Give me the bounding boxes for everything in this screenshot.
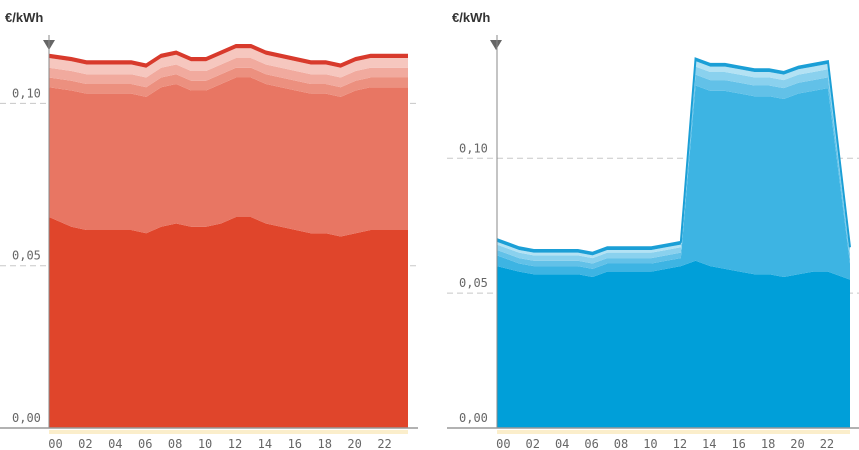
area-chart-left: 0,00 0,05 0,10 00 02 04 06 08 10 12 14 16 18 20 22: [0, 35, 418, 450]
area-band-1: [497, 85, 850, 280]
chart-panel-left: €/kWh 0,00 0,05 0,10 00 02 04 06 08 10 12 14 16 18 20…: [0, 10, 418, 450]
area-band-2: [49, 67, 408, 97]
x-tick-label: 18: [318, 437, 332, 450]
x-tick-label: 22: [820, 437, 834, 450]
y-tick-label: 0,00: [12, 411, 41, 425]
y-unit-label: €/kWh: [5, 10, 44, 25]
area-band-3: [49, 57, 408, 88]
x-tick-label: 12: [228, 437, 242, 450]
area-band-0: [497, 260, 850, 428]
x-tick-label: 22: [377, 437, 391, 450]
x-tick-label: 02: [526, 437, 540, 450]
x-tick-label: 00: [48, 437, 62, 450]
y-tick-label: 0,10: [459, 141, 488, 155]
x-tick-label: 20: [790, 437, 804, 450]
area-band-1: [49, 77, 408, 237]
y-tick-label: 0,10: [12, 86, 41, 100]
y-tick-label: 0,05: [459, 276, 488, 290]
y-tick-label: 0,00: [459, 411, 488, 425]
x-tick-label: 08: [168, 437, 182, 450]
x-tick-label: 20: [347, 437, 361, 450]
x-tick-label: 06: [138, 437, 152, 450]
x-tick-label: 06: [584, 437, 598, 450]
x-tick-label: 04: [108, 437, 122, 450]
x-tick-label: 00: [496, 437, 510, 450]
x-tick-label: 02: [78, 437, 92, 450]
y-unit-label: €/kWh: [452, 10, 491, 25]
x-tick-label: 12: [673, 437, 687, 450]
area-band-4: [49, 48, 408, 78]
x-tick-label: 16: [731, 437, 745, 450]
x-tick-label: 10: [643, 437, 657, 450]
x-tick-label: 16: [288, 437, 302, 450]
period-strip: [497, 430, 850, 434]
x-tick-label: 18: [761, 437, 775, 450]
x-tick-label: 04: [555, 437, 569, 450]
x-tick-label: 14: [702, 437, 716, 450]
x-tick-label: 10: [198, 437, 212, 450]
current-hour-marker: [490, 40, 502, 50]
area-chart-right: 0,00 0,05 0,10 00 02 04 06 08 10 12 14 16 18 20 22: [447, 35, 859, 450]
x-tick-label: 14: [258, 437, 272, 450]
chart-panel-right: €/kWh 0,00 0,05 0,10 00 02 04 06 08 10 12 14 16 18 20…: [447, 0, 859, 450]
y-tick-label: 0,05: [12, 249, 41, 263]
period-strip: [49, 430, 408, 434]
total-line: [48, 44, 408, 66]
area-band-0: [49, 217, 408, 428]
total-line: [496, 57, 851, 254]
x-tick-label: 08: [614, 437, 628, 450]
